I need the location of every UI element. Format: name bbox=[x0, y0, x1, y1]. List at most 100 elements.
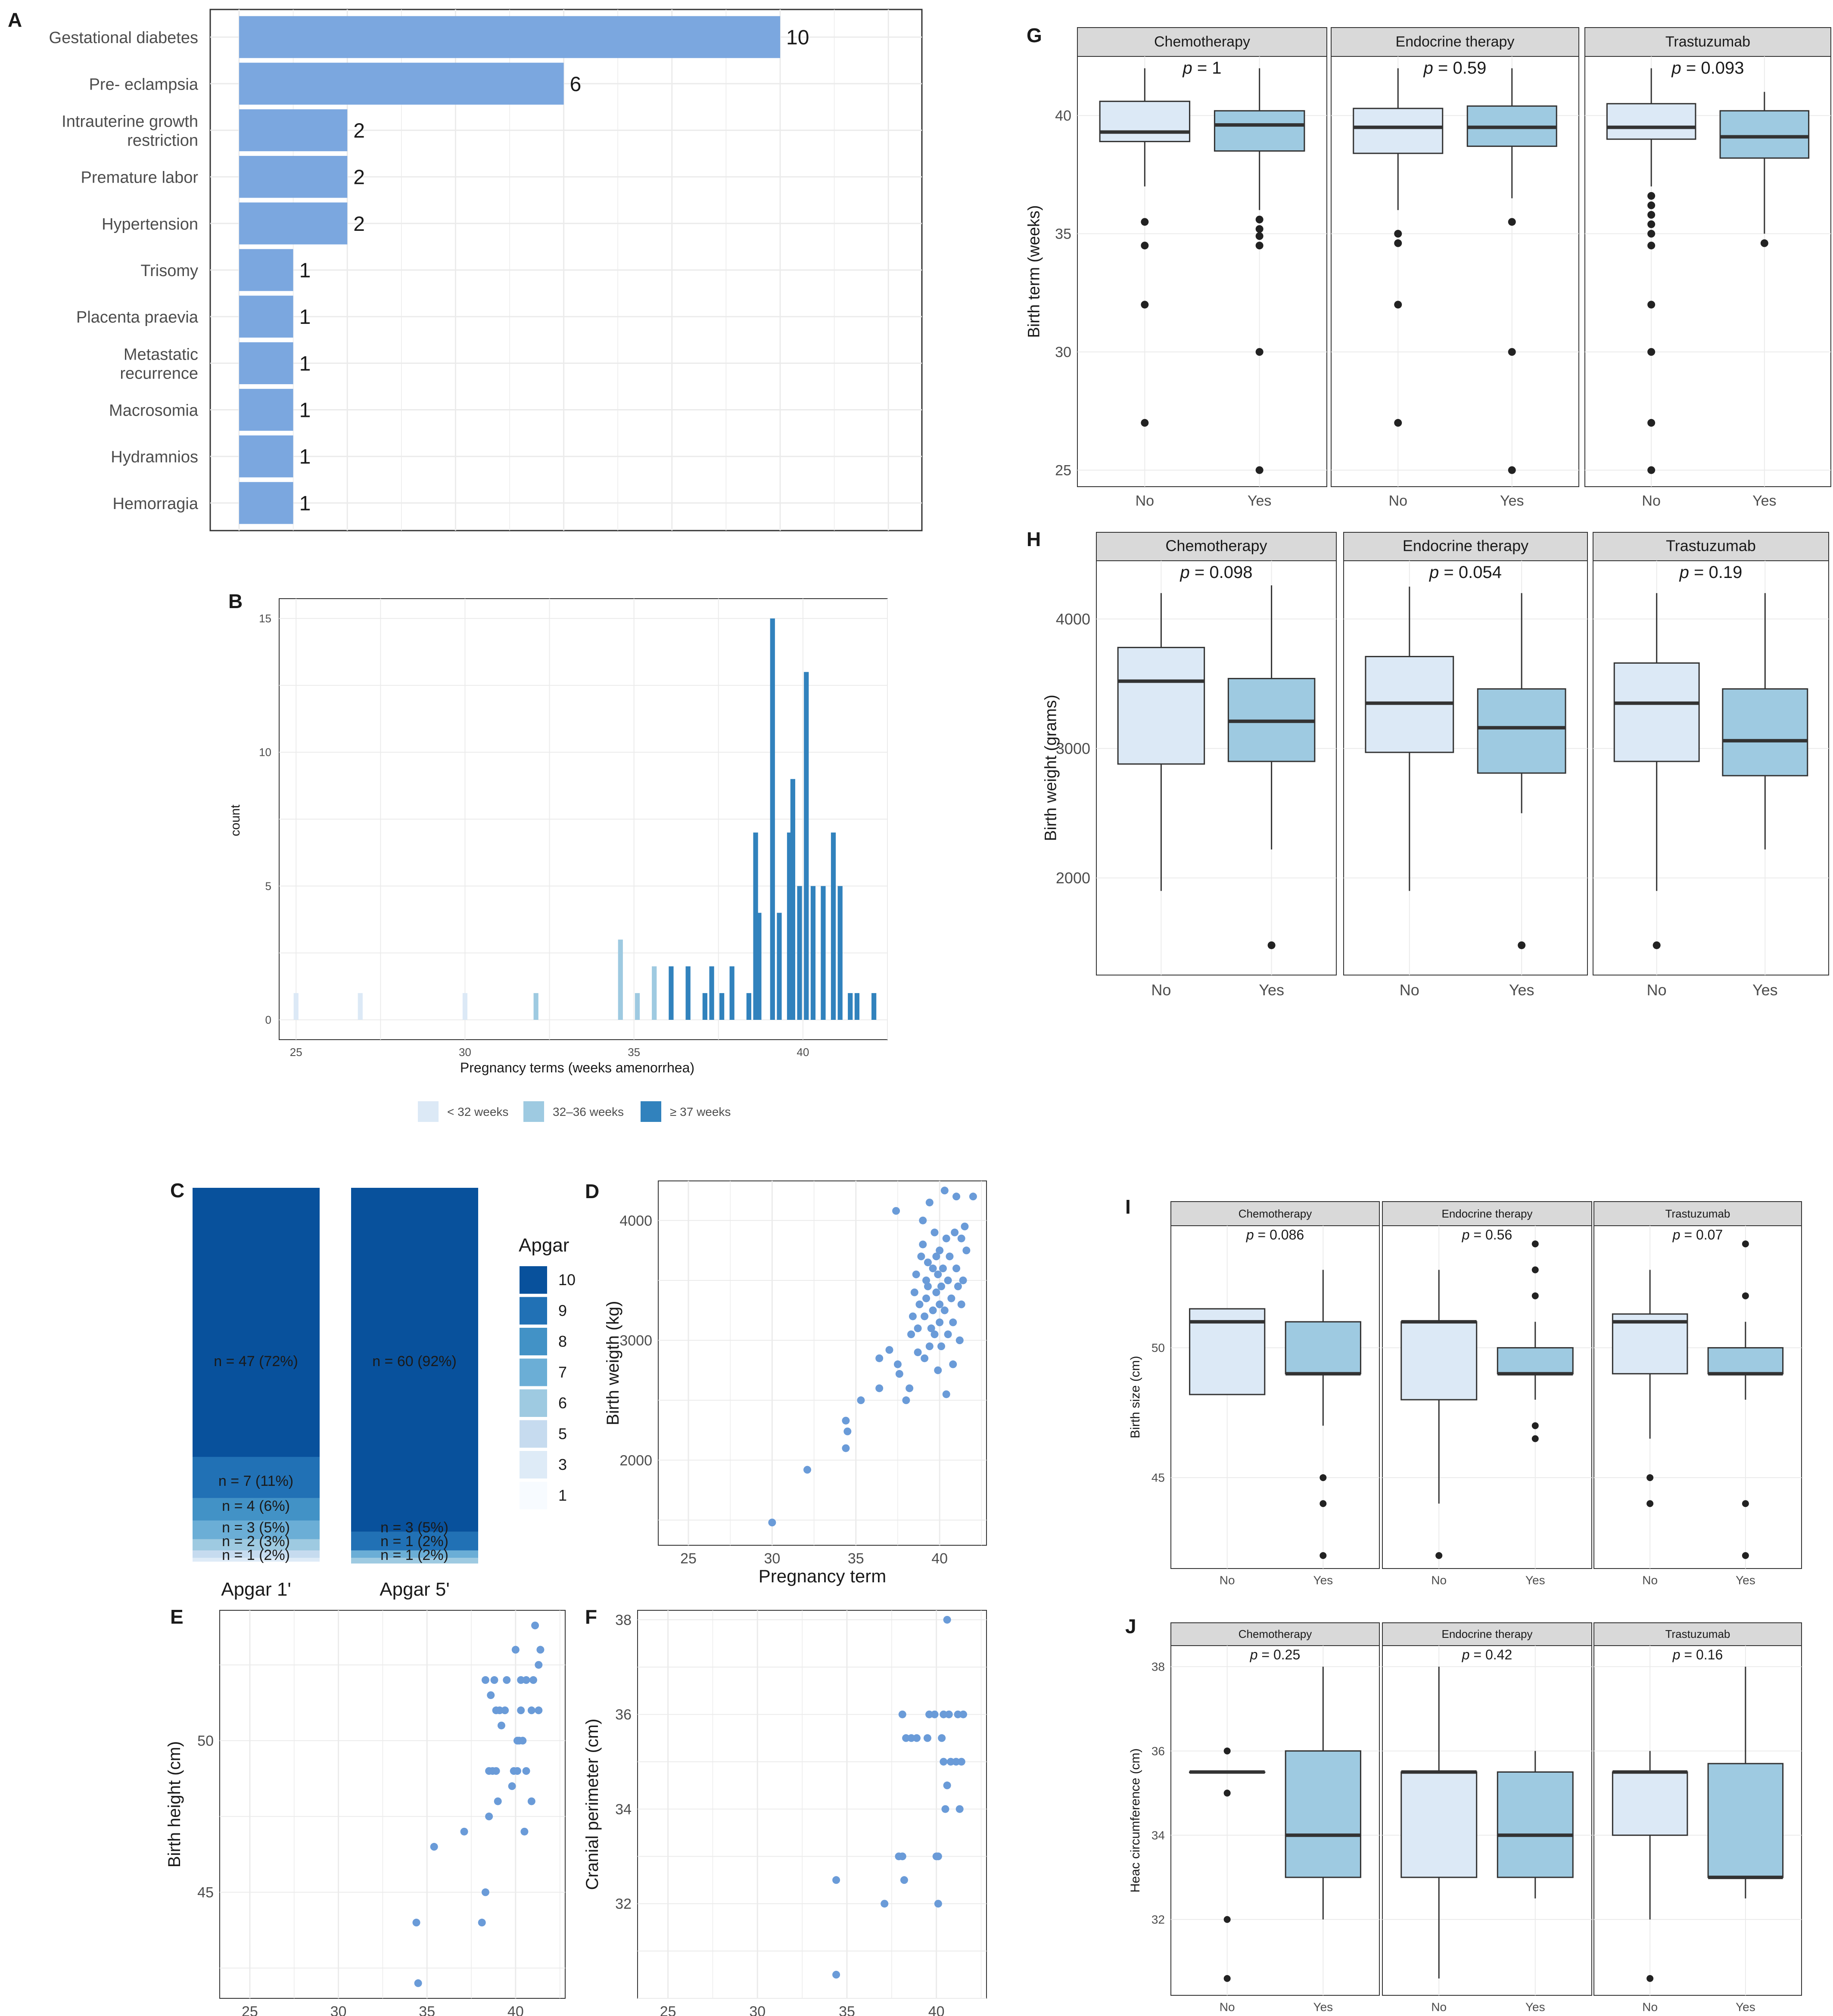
panel-label-E: E bbox=[170, 1606, 184, 1628]
scatter-point bbox=[517, 1706, 525, 1715]
scatter-point bbox=[914, 1324, 922, 1333]
y-tick-label: 35 bbox=[1055, 226, 1071, 242]
scatter-point bbox=[946, 1758, 955, 1766]
histogram-bar bbox=[837, 886, 843, 1020]
histogram-bar bbox=[777, 913, 782, 1020]
plot-frame bbox=[219, 1610, 566, 1999]
p-symbol: p bbox=[1462, 1647, 1474, 1662]
scatter-point bbox=[923, 1734, 931, 1742]
scatter-point bbox=[969, 1193, 977, 1201]
panel-D: D 25 30 35 40 2000 3000 4000 Pregnancy term Birth… bbox=[585, 1180, 987, 1586]
scatter-point bbox=[921, 1312, 929, 1320]
panel-label-J: J bbox=[1125, 1615, 1136, 1637]
y-tick-label: 36 bbox=[615, 1707, 632, 1723]
y-tick-label: 45 bbox=[1151, 1471, 1165, 1485]
scatter-point bbox=[925, 1342, 934, 1351]
p-value-label: p = 0.16 bbox=[1672, 1647, 1723, 1662]
histogram-bar bbox=[810, 886, 816, 1020]
x-tick-label: Yes bbox=[1525, 2000, 1545, 2013]
p-value-label: p = 0.098 bbox=[1180, 563, 1253, 582]
x-tick-label: 40 bbox=[928, 2004, 945, 2016]
outlier-point bbox=[1255, 242, 1263, 250]
p-value: = 0.086 bbox=[1258, 1227, 1304, 1243]
box bbox=[1707, 1347, 1784, 1375]
segment-label: n = 7 (11%) bbox=[218, 1473, 293, 1489]
scatter-point bbox=[906, 1384, 914, 1392]
outlier-point bbox=[1518, 941, 1526, 949]
outlier-point bbox=[1742, 1500, 1749, 1507]
data-label: 1 bbox=[299, 352, 311, 375]
legend-swatch bbox=[641, 1101, 661, 1122]
outlier-point bbox=[1320, 1474, 1327, 1481]
p-symbol: p bbox=[1250, 1647, 1262, 1662]
outlier-point bbox=[1394, 230, 1402, 238]
legend-swatch bbox=[520, 1389, 547, 1417]
scatter-point bbox=[913, 1734, 921, 1742]
outlier-point bbox=[1255, 215, 1263, 224]
p-value: = 0.19 bbox=[1694, 563, 1742, 582]
y-tick-label: 0 bbox=[265, 1013, 271, 1026]
facet-trastuzumab: Trastuzumab p = 0.19 No Yes bbox=[1593, 532, 1829, 999]
box bbox=[1612, 1313, 1688, 1375]
outlier-point bbox=[1647, 201, 1656, 209]
y-axis-title: Birth height (cm) bbox=[165, 1741, 184, 1867]
legend-swatch bbox=[523, 1101, 544, 1122]
x-tick-label: 35 bbox=[848, 1550, 864, 1567]
histogram-bar bbox=[871, 993, 877, 1020]
y-axis-title: Cranial perimeter (cm) bbox=[583, 1719, 602, 1890]
facet-strip bbox=[1593, 1622, 1802, 1646]
segment-label: n = 1 (2%) bbox=[380, 1533, 448, 1550]
scatter-point bbox=[954, 1282, 962, 1290]
scatter-point bbox=[919, 1240, 927, 1249]
histogram-bar bbox=[669, 966, 674, 1020]
facet-title: Endocrine therapy bbox=[1441, 1207, 1532, 1220]
p-value: = 1 bbox=[1197, 59, 1222, 78]
scatter-point bbox=[915, 1300, 924, 1308]
scatter-point bbox=[881, 1900, 889, 1908]
outlier-point bbox=[1141, 218, 1149, 226]
outlier-point bbox=[1742, 1292, 1749, 1299]
x-tick-label: 40 bbox=[797, 1046, 809, 1059]
facet-trastuzumab: Trastuzumab p = 0.07 No Yes bbox=[1593, 1201, 1802, 1587]
y-tick-label: 45 bbox=[197, 1885, 214, 1901]
p-value-label: p = 0.42 bbox=[1462, 1647, 1512, 1662]
legend-label: ≥ 37 weeks bbox=[670, 1105, 731, 1118]
facet-strip bbox=[1382, 1622, 1592, 1646]
p-symbol: p bbox=[1246, 1227, 1258, 1243]
scatter-point bbox=[832, 1971, 840, 1979]
scatter-point bbox=[957, 1300, 965, 1308]
box bbox=[1497, 1347, 1574, 1375]
scatter-point bbox=[494, 1797, 502, 1805]
histogram-bar bbox=[685, 966, 691, 1020]
stack-segment bbox=[351, 1550, 478, 1558]
outlier-point bbox=[1223, 1789, 1231, 1797]
box bbox=[1497, 1771, 1574, 1878]
x-tick-label: 40 bbox=[507, 2004, 524, 2016]
x-tick-label: No bbox=[1136, 493, 1154, 509]
legend-label: 5 bbox=[558, 1425, 567, 1443]
outlier-point bbox=[1647, 230, 1656, 238]
x-tick-label: 30 bbox=[749, 2004, 766, 2016]
category-label: Placenta praevia bbox=[76, 308, 199, 326]
category-label: Metastatic bbox=[124, 345, 198, 363]
facet-title: Trastuzumab bbox=[1665, 1207, 1730, 1220]
segment-label: n = 1 (2%) bbox=[222, 1547, 290, 1563]
x-tick-label: 30 bbox=[330, 2004, 347, 2016]
scatter-point bbox=[947, 1294, 955, 1302]
box bbox=[1613, 662, 1700, 762]
facet-title: Trastuzumab bbox=[1666, 537, 1756, 555]
data-label: 2 bbox=[353, 119, 365, 142]
category-label: Hypertension bbox=[102, 215, 198, 233]
p-symbol: p bbox=[1462, 1227, 1474, 1243]
segment-label: n = 4 (6%) bbox=[222, 1498, 290, 1514]
histogram-bar bbox=[709, 966, 714, 1020]
panel-label-I: I bbox=[1125, 1196, 1131, 1218]
category-label: Trisomy bbox=[140, 262, 198, 280]
scatter-point bbox=[937, 1282, 946, 1290]
outlier-point bbox=[1742, 1552, 1749, 1559]
scatter-point bbox=[934, 1900, 942, 1908]
outlier-point bbox=[1508, 218, 1516, 226]
p-value: = 0.07 bbox=[1684, 1227, 1723, 1243]
category-label: Gestational diabetes bbox=[49, 29, 198, 47]
